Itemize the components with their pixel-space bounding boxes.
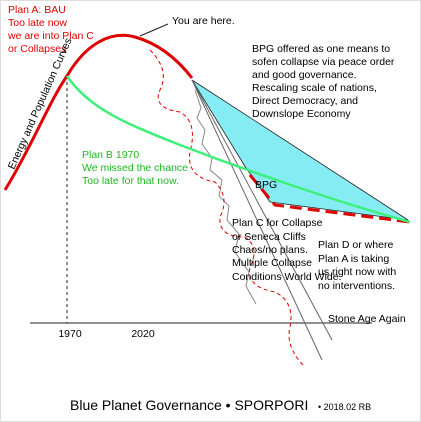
plan-c: Chaos/no plans. (232, 244, 308, 256)
plan-a: Plan A: BAU (8, 4, 66, 16)
bpg-note: Downslope Economy (252, 108, 351, 120)
bpg-note: and good governance. (252, 69, 357, 81)
x-label: 2020 (131, 328, 155, 340)
bpg-note: Rescaling scale of nations, (252, 82, 377, 94)
plan-b: We missed the chance (82, 162, 188, 174)
plan-b-curve (65, 75, 411, 224)
bpg-note: BPG offered as one means to (252, 43, 390, 55)
footer-date: • 2018.02 RB (318, 402, 371, 412)
plan-c: Multiple Collapse (232, 257, 312, 269)
footer-title: Blue Planet Governance • SPORPORI (70, 397, 308, 413)
seneca-path (194, 89, 257, 305)
plan-b: Plan B 1970 (82, 149, 139, 161)
x-label: 1970 (58, 328, 82, 340)
collapse-line (191, 79, 333, 341)
bpg-note: Direct Democracy, and (252, 95, 358, 107)
plan-d: no interventions. (318, 280, 395, 292)
bpg-area (191, 79, 409, 221)
pointer (139, 23, 169, 37)
you-are-here: You are here. (172, 15, 235, 27)
plan-d: Plan D or where (318, 239, 393, 251)
stone-age: Stone Age Again (328, 313, 406, 325)
plan-c: Plan C for Collapse (232, 217, 323, 229)
bpg-note: sofen collapse via peace order (252, 56, 395, 68)
collapse-line (191, 79, 323, 361)
plan-a-curve (3, 33, 194, 191)
bpg-path (248, 174, 411, 224)
plan-c: Conditions World Wide. (232, 271, 342, 283)
bpg-label: BPG (255, 179, 277, 191)
plan-a: or Collapses (8, 43, 66, 55)
plan-a: we are into Plan C (7, 30, 94, 42)
plan-d: Plan A is taking (318, 253, 389, 265)
plan-c: or Seneca Cliffs (232, 231, 306, 243)
plan-d: us right now with (318, 266, 396, 278)
plan-b: Too late for that now. (82, 175, 179, 187)
plan-d-path (149, 49, 306, 368)
plan-a: Too late now (8, 17, 67, 29)
